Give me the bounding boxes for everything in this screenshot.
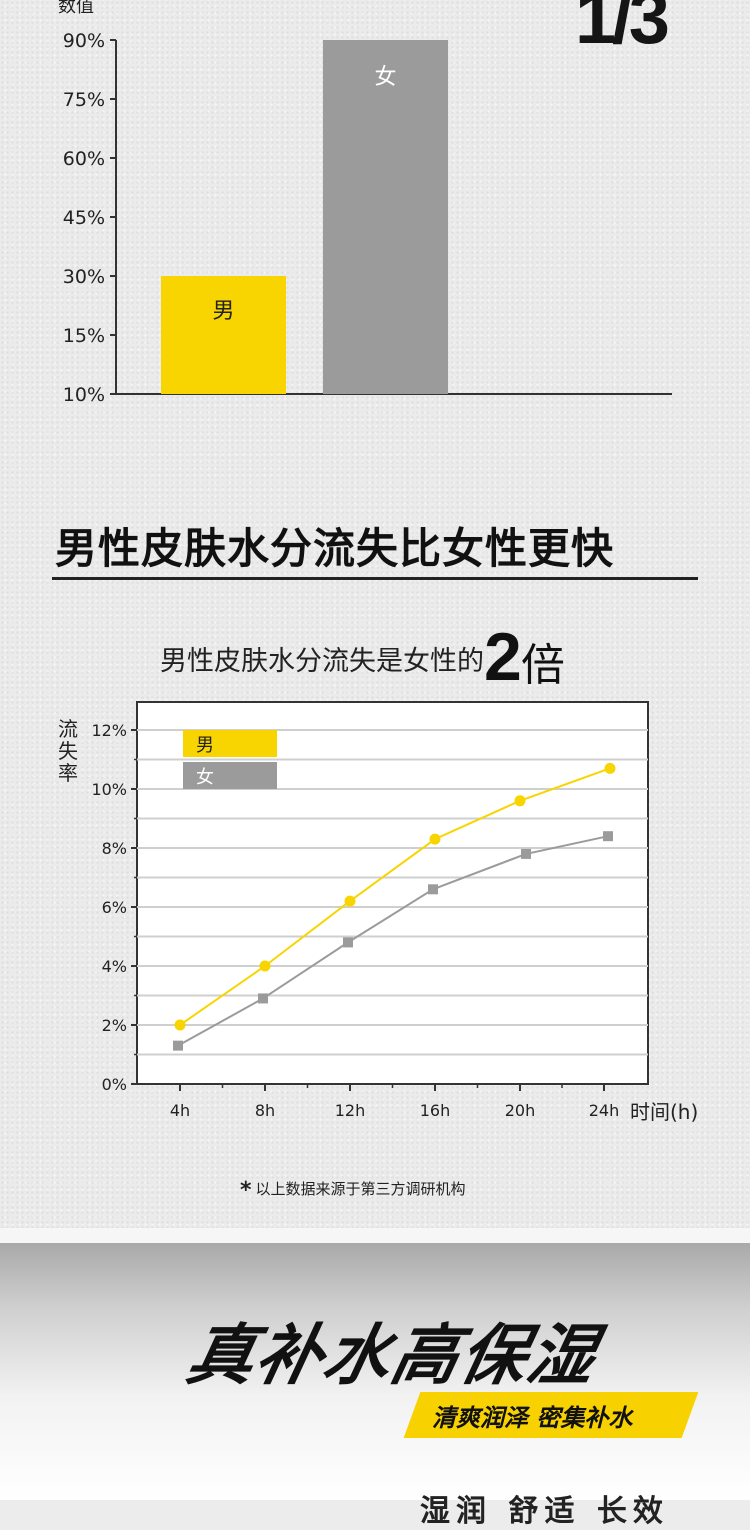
subline: 男性皮肤水分流失是女性的2倍 [160, 618, 565, 695]
line-point-male [514, 795, 526, 807]
bar-male [161, 276, 286, 394]
line-chart: 0% 2% 4% 6% 8% 10% 12% 4h 8h 12h 16h 20h 24h 男女 [91, 701, 649, 1120]
star-icon: * [240, 1178, 252, 1203]
bar-y-tick-label: 30% [63, 266, 105, 288]
line-y-tick-label: 2% [102, 1016, 127, 1035]
line-point-female [343, 937, 353, 948]
bar-y-tick-label: 90% [63, 30, 105, 52]
line-chart-x-title: 时间(h) [630, 1100, 699, 1124]
line-point-male [344, 895, 356, 907]
headline-underline [52, 577, 698, 580]
bar-y-tick-label: 10% [63, 384, 105, 406]
section-gap [0, 1228, 750, 1243]
subline-text: 男性皮肤水分流失是女性的 [160, 646, 484, 677]
line-y-tick-label: 12% [91, 721, 127, 740]
promo-cut-text: 湿润 舒适 长效 [420, 1494, 669, 1529]
promo-ribbon-text: 清爽润泽 密集补水 [432, 1404, 633, 1432]
subline-number: 2 [484, 619, 522, 695]
line-chart-y-title: 流失率 [58, 717, 78, 785]
line-point-male [429, 833, 441, 845]
legend-swatch-female [183, 762, 277, 789]
line-x-tick-label: 4h [170, 1101, 190, 1120]
bar-y-tick-label: 60% [63, 148, 105, 170]
bar-y-tick-label: 15% [63, 325, 105, 347]
line-x-tick-label: 16h [420, 1101, 451, 1120]
line-y-tick-label: 10% [91, 780, 127, 799]
line-y-tick-label: 0% [102, 1075, 127, 1094]
line-point-female [173, 1040, 183, 1051]
line-point-female [428, 884, 438, 895]
bar-label: 男 [212, 299, 234, 324]
promo-background [0, 1243, 750, 1500]
line-point-male [174, 1019, 186, 1031]
bar-chart: 10% 15% 30% 45% 60% 75% 90% 男 女 [63, 30, 672, 406]
data-source-note: * 以上数据来源于第三方调研机构 [240, 1178, 466, 1203]
line-x-tick-label: 20h [505, 1101, 536, 1120]
bar-y-tick-label: 45% [63, 207, 105, 229]
line-x-tick-label: 12h [335, 1101, 366, 1120]
promo-slogan: 真补水高保湿 [180, 1317, 606, 1394]
bar-female [323, 40, 448, 394]
line-series-male [179, 767, 611, 1026]
legend-label: 男 [196, 735, 214, 756]
line-series-female [177, 835, 609, 1047]
fraction-label: 1/3 [575, 0, 670, 59]
subline-unit: 倍 [520, 640, 565, 691]
line-x-tick-label: 8h [255, 1101, 275, 1120]
line-y-tick-label: 4% [102, 957, 127, 976]
line-point-male [259, 960, 271, 972]
line-point-female [603, 831, 613, 842]
line-y-tick-label: 6% [102, 898, 127, 917]
headline: 男性皮肤水分流失比女性更快 [55, 524, 615, 573]
line-point-female [521, 848, 531, 859]
line-x-tick-label: 24h [589, 1101, 620, 1120]
line-point-female [258, 993, 268, 1004]
note-text: 以上数据来源于第三方调研机构 [255, 1180, 466, 1198]
bar-chart-y-title: 数值 [58, 0, 94, 17]
line-y-tick-label: 8% [102, 839, 127, 858]
legend-label: 女 [196, 767, 214, 788]
bar-y-tick-label: 75% [63, 89, 105, 111]
legend-swatch-male [183, 730, 277, 757]
line-point-male [604, 762, 616, 774]
bar-label: 女 [374, 65, 396, 90]
